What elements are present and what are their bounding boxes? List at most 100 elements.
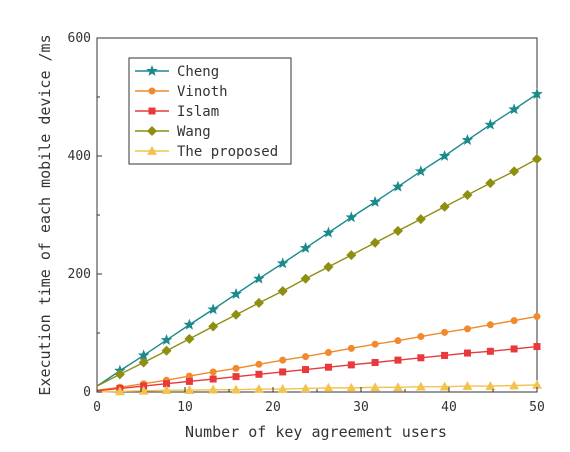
x-axis-label: Number of key agreement users — [185, 423, 447, 441]
data-point — [370, 237, 381, 248]
data-point — [279, 368, 287, 376]
y-tick-label: 400 — [68, 149, 91, 164]
data-point — [438, 149, 451, 161]
data-point — [462, 381, 473, 390]
data-point — [394, 337, 402, 345]
data-point — [346, 382, 357, 392]
data-point — [393, 382, 403, 392]
data-point — [114, 369, 125, 380]
legend-label: The proposed — [177, 144, 278, 160]
data-point — [439, 381, 450, 391]
data-point — [394, 356, 402, 364]
data-point — [533, 312, 541, 320]
axes-layer: 0 10 20 30 40 50 0 200 400 600 — [68, 31, 545, 415]
data-point — [370, 382, 380, 392]
legend: Cheng Vinoth Islam Wang The proposed — [128, 57, 292, 165]
data-point — [371, 358, 379, 366]
x-tick-label: 50 — [529, 400, 545, 415]
legend-label: Cheng — [177, 64, 219, 80]
data-point — [415, 214, 426, 225]
data-point — [510, 317, 518, 325]
data-point — [209, 368, 217, 376]
legend-marker — [146, 125, 158, 137]
data-point — [232, 364, 240, 372]
data-point — [230, 288, 242, 299]
data-point — [231, 384, 241, 394]
legend-marker — [147, 145, 157, 155]
series-line — [96, 158, 538, 387]
data-point — [184, 333, 195, 344]
data-point — [324, 348, 332, 356]
data-point — [441, 351, 449, 359]
series-line — [96, 93, 538, 387]
data-point — [255, 370, 263, 378]
data-point — [323, 382, 334, 392]
data-point — [392, 225, 403, 236]
legend-marker — [148, 87, 156, 95]
legend-label: Wang — [177, 124, 211, 140]
data-point — [138, 357, 149, 368]
legend-marker — [148, 107, 156, 115]
data-point — [463, 349, 471, 357]
y-tick-label: 0 — [83, 385, 91, 400]
legend-label: Islam — [177, 104, 219, 120]
legend-item: Vinoth — [135, 84, 228, 100]
legend-marker — [146, 64, 158, 76]
legend-item: Wang — [135, 124, 211, 140]
data-point — [277, 384, 288, 393]
legend-item: Cheng — [135, 64, 219, 80]
x-tick-label: 10 — [177, 400, 193, 415]
y-axis-label: Execution time of each mobile device /ms — [36, 34, 54, 395]
data-point — [346, 250, 357, 261]
data-point — [463, 325, 471, 333]
data-point — [184, 385, 195, 395]
data-point — [509, 166, 520, 177]
data-point — [531, 153, 543, 164]
data-point — [439, 201, 450, 212]
data-point — [322, 226, 335, 238]
series-the-proposed — [96, 379, 542, 396]
x-tick-label: 20 — [265, 400, 281, 415]
data-point — [486, 347, 494, 355]
series-cheng — [96, 87, 543, 387]
data-point — [276, 257, 289, 269]
x-tick-label: 30 — [353, 400, 369, 415]
data-point — [485, 381, 496, 390]
data-point — [462, 189, 473, 200]
data-point — [185, 377, 193, 385]
series-wang — [96, 153, 543, 387]
data-point — [415, 381, 426, 391]
data-point — [161, 385, 172, 395]
data-point — [231, 309, 242, 320]
data-point — [324, 363, 332, 371]
data-point — [299, 241, 312, 253]
data-point — [207, 303, 219, 315]
data-point — [347, 361, 355, 369]
data-point — [417, 354, 425, 362]
x-tick-label: 40 — [441, 400, 457, 415]
data-point — [160, 334, 173, 345]
data-point — [533, 343, 541, 351]
x-tick-label: 0 — [93, 400, 101, 415]
data-point — [531, 87, 543, 99]
data-point — [183, 318, 196, 330]
data-point — [253, 297, 264, 308]
series-line — [96, 384, 538, 393]
data-point — [279, 356, 287, 364]
data-point — [509, 380, 520, 390]
data-point — [461, 134, 474, 145]
data-point — [302, 353, 310, 361]
data-point — [161, 345, 172, 356]
data-point — [345, 211, 358, 223]
data-point — [415, 165, 427, 177]
y-tick-label: 600 — [68, 31, 91, 46]
data-point — [209, 375, 217, 383]
data-point — [484, 118, 497, 130]
data-point — [508, 103, 520, 115]
data-point — [300, 273, 311, 284]
data-point — [302, 366, 310, 374]
data-point — [232, 373, 240, 381]
data-point — [347, 344, 355, 352]
data-point — [255, 360, 263, 368]
legend-item: The proposed — [135, 144, 278, 160]
